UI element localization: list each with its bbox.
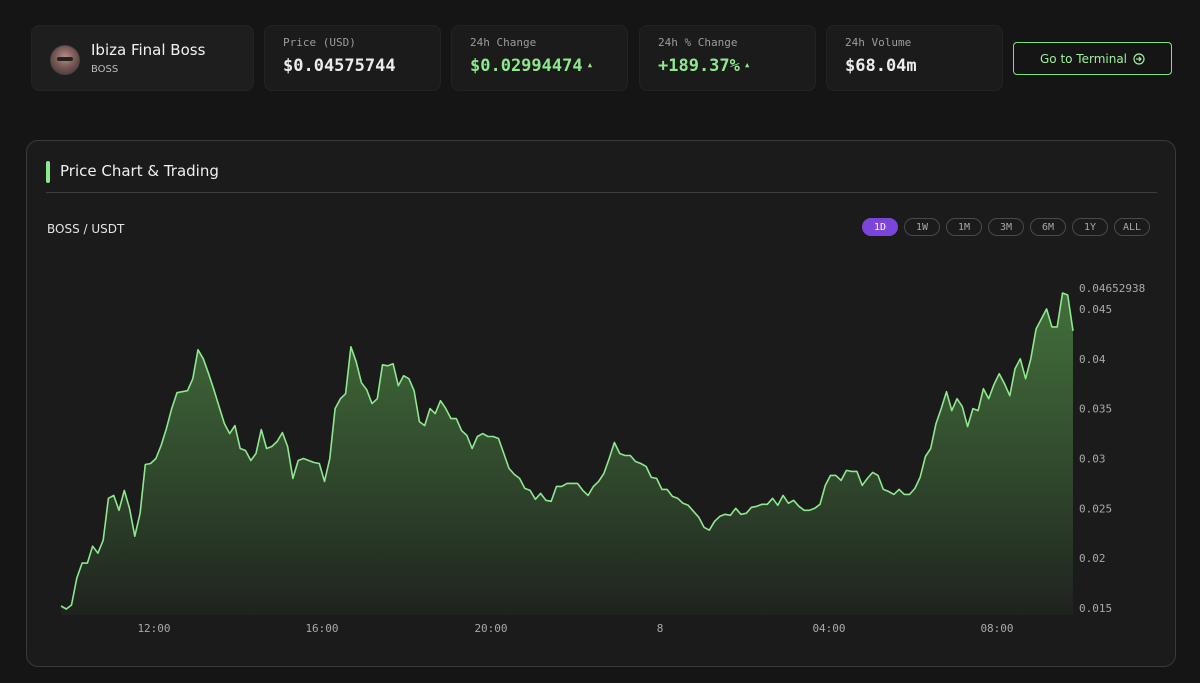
token-name: Ibiza Final Boss	[91, 41, 206, 59]
stat-label: 24h Change	[470, 36, 537, 49]
panel-title: Price Chart & Trading	[60, 162, 219, 180]
stat-label: 24h Volume	[845, 36, 912, 49]
x-tick-label: 8	[657, 622, 664, 635]
x-tick-label: 12:00	[137, 622, 170, 635]
trading-pair-label: BOSS / USDT	[47, 222, 125, 236]
stat-value-text: +189.37%	[658, 56, 740, 76]
go-to-terminal-label: Go to Terminal	[1039, 51, 1128, 66]
timeframe-1d-button[interactable]: 1D	[862, 218, 898, 236]
stat-24h-change: 24h Change $0.02994474 ▴	[451, 25, 628, 91]
token-symbol: BOSS	[91, 64, 119, 75]
arrow-right-circle-icon	[1133, 52, 1145, 65]
timeframe-1w-button[interactable]: 1W	[904, 218, 940, 236]
stat-value: +189.37% ▴	[658, 56, 751, 76]
stat-label: Price (USD)	[283, 36, 356, 49]
token-card[interactable]: Ibiza Final Boss BOSS	[31, 25, 254, 91]
stat-value: $0.02994474 ▴	[470, 56, 593, 76]
caret-up-icon: ▴	[586, 58, 594, 71]
y-tick-label: 0.035	[1079, 403, 1112, 416]
x-tick-label: 08:00	[980, 622, 1013, 635]
stat-24h-volume: 24h Volume $68.04m	[826, 25, 1003, 91]
current-value-label: 0.04652938	[1079, 282, 1145, 295]
timeframe-6m-button[interactable]: 6M	[1030, 218, 1066, 236]
stat-24h-percent-change: 24h % Change +189.37% ▴	[639, 25, 816, 91]
y-tick-label: 0.04	[1079, 353, 1106, 366]
caret-up-icon: ▴	[743, 58, 751, 71]
price-chart-panel: Price Chart & Trading BOSS / USDT 1D 1W …	[26, 140, 1176, 667]
price-area-fill	[61, 293, 1073, 615]
y-tick-label: 0.02	[1079, 552, 1106, 565]
y-tick-label: 0.045	[1079, 303, 1112, 316]
divider	[46, 192, 1157, 193]
stat-value: $68.04m	[845, 56, 917, 76]
stat-price: Price (USD) $0.04575744	[264, 25, 441, 91]
go-to-terminal-button[interactable]: Go to Terminal	[1013, 42, 1172, 75]
x-tick-label: 20:00	[474, 622, 507, 635]
price-series-line	[60, 292, 1074, 610]
timeframe-selector: 1D 1W 1M 3M 6M 1Y ALL	[862, 218, 1150, 236]
stat-value-text: $0.02994474	[470, 56, 583, 76]
token-avatar	[50, 45, 80, 75]
y-tick-label: 0.015	[1079, 602, 1112, 615]
timeframe-all-button[interactable]: ALL	[1114, 218, 1150, 236]
stat-label: 24h % Change	[658, 36, 738, 49]
timeframe-1m-button[interactable]: 1M	[946, 218, 982, 236]
x-tick-label: 04:00	[812, 622, 845, 635]
timeframe-3m-button[interactable]: 3M	[988, 218, 1024, 236]
timeframe-1y-button[interactable]: 1Y	[1072, 218, 1108, 236]
stat-value: $0.04575744	[283, 56, 396, 76]
x-tick-label: 16:00	[305, 622, 338, 635]
panel-accent-bar	[46, 161, 50, 183]
price-chart[interactable]: 0.015 0.02 0.025 0.03 0.035 0.04 0.045 0.046529…	[27, 141, 1175, 666]
y-tick-label: 0.03	[1079, 453, 1106, 466]
y-tick-label: 0.025	[1079, 502, 1112, 515]
header-bar: Ibiza Final Boss BOSS Price (USD) $0.045…	[0, 0, 1200, 110]
